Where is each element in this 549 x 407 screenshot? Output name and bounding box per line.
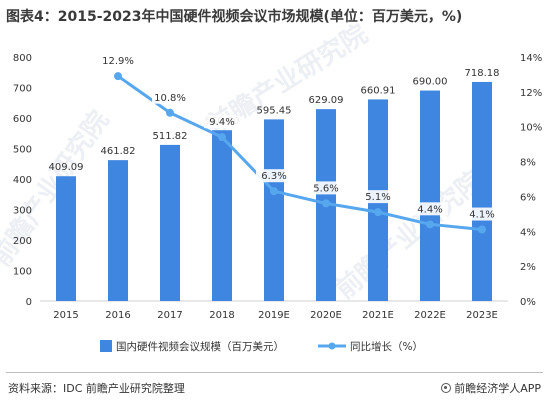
bar xyxy=(264,119,284,301)
growth-point xyxy=(270,187,278,196)
brand-name: 前瞻经济学人APP xyxy=(454,382,541,395)
y-right-tick-label: 0% xyxy=(520,297,536,308)
legend-line-marker xyxy=(328,342,336,350)
bar xyxy=(212,130,232,301)
x-tick-label: 2019E xyxy=(258,310,290,321)
source-note: 资料来源：IDC 前瞻产业研究院整理 xyxy=(8,382,185,395)
y-left-tick-label: 100 xyxy=(13,267,32,278)
x-tick-label: 2020E xyxy=(310,310,342,321)
legend-line-label: 同比增长（%） xyxy=(350,340,423,353)
growth-point xyxy=(374,208,382,217)
growth-point xyxy=(322,199,330,208)
y-left-tick-label: 600 xyxy=(13,114,32,125)
growth-label-bg xyxy=(360,190,396,204)
x-tick-label: 2017 xyxy=(157,310,182,321)
growth-label-bg xyxy=(100,54,136,68)
legend-bar-label: 国内硬件视频会议规模（百万美元） xyxy=(116,340,284,353)
footer-divider xyxy=(6,372,543,373)
x-tick-label: 2021E xyxy=(362,310,394,321)
bar-value-label: 629.09 xyxy=(309,95,344,106)
chart-title: 图表4：2015-2023年中国硬件视频会议市场规模(单位：百万美元，%) xyxy=(6,9,463,25)
growth-point xyxy=(426,220,434,229)
y-right-tick-label: 10% xyxy=(520,123,542,134)
y-left-tick-label: 0 xyxy=(26,297,32,308)
x-tick-label: 2015 xyxy=(53,310,78,321)
y-right-tick-label: 4% xyxy=(520,227,536,238)
growth-label-bg xyxy=(308,181,344,195)
growth-value-label: 5.1% xyxy=(365,192,390,203)
y-left-tick-label: 700 xyxy=(13,84,32,95)
growth-value-label: 5.6% xyxy=(313,183,338,194)
y-right-tick-label: 14% xyxy=(520,53,542,64)
growth-value-label: 9.4% xyxy=(209,117,234,128)
y-right-tick-label: 12% xyxy=(520,88,542,99)
bar-value-label: 690.00 xyxy=(413,77,448,88)
x-tick-label: 2023E xyxy=(466,310,498,321)
bar-value-label: 409.09 xyxy=(49,162,84,173)
watermark: 前瞻产业研究院 xyxy=(330,165,489,306)
growth-line xyxy=(117,74,483,232)
bar xyxy=(56,176,76,301)
growth-point xyxy=(478,225,486,234)
bar-value-label: 595.45 xyxy=(257,105,292,116)
y-right-tick-label: 8% xyxy=(520,158,536,169)
y-left-tick-label: 200 xyxy=(13,236,32,247)
bar-value-label: 511.82 xyxy=(153,131,188,142)
y-right-tick-label: 2% xyxy=(520,262,536,273)
growth-point xyxy=(218,133,226,142)
growth-label-bg xyxy=(152,90,188,104)
growth-value-label: 4.4% xyxy=(417,204,442,215)
growth-value-label: 4.1% xyxy=(469,210,494,221)
bar-value-label: 461.82 xyxy=(101,146,136,157)
growth-point xyxy=(114,72,122,81)
growth-value-label: 12.9% xyxy=(102,56,134,67)
x-tick-label: 2018 xyxy=(209,310,234,321)
y-right-tick-label: 6% xyxy=(520,192,536,203)
growth-label-bg xyxy=(412,202,448,216)
growth-value-label: 6.3% xyxy=(261,171,286,182)
brand-logo-icon xyxy=(441,383,452,393)
x-tick-label: 2016 xyxy=(105,310,130,321)
y-left-tick-label: 300 xyxy=(13,206,32,217)
bar xyxy=(472,81,492,301)
bar xyxy=(420,90,440,301)
bar-value-label: 660.91 xyxy=(361,85,396,96)
bar xyxy=(160,144,180,301)
brand: 前瞻经济学人APP xyxy=(441,380,541,396)
y-left-tick-label: 800 xyxy=(13,53,32,64)
y-left-tick-label: 500 xyxy=(13,145,32,156)
legend-bar-swatch xyxy=(100,340,112,352)
growth-label-bg xyxy=(464,207,500,221)
bar-value-label: 718.18 xyxy=(465,68,500,79)
y-left-tick-label: 400 xyxy=(13,175,32,186)
x-tick-label: 2022E xyxy=(414,310,446,321)
growth-label-bg xyxy=(204,115,240,129)
growth-label-bg xyxy=(256,169,292,183)
bar xyxy=(108,160,128,301)
chart-canvas: 前瞻产业研究院前瞻产业研究院前瞻产业研究院0100200300400500600… xyxy=(0,18,542,353)
growth-value-label: 10.8% xyxy=(154,93,186,104)
growth-point xyxy=(166,108,174,117)
